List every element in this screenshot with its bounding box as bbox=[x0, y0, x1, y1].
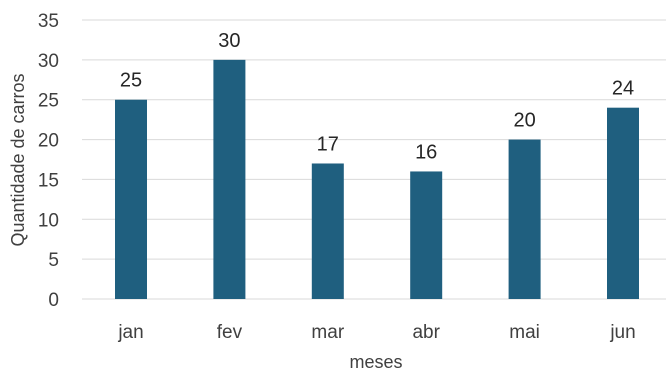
y-tick-label: 10 bbox=[38, 210, 59, 231]
x-axis-ticks: jan fev mar abr mai jun bbox=[117, 322, 635, 343]
x-tick-label-fev: fev bbox=[217, 322, 243, 343]
bar-mai bbox=[508, 139, 541, 299]
x-tick-label-jun: jun bbox=[609, 322, 635, 343]
x-tick-label-mar: mar bbox=[311, 322, 344, 343]
y-tick-label: 20 bbox=[38, 131, 59, 152]
bar-jan bbox=[115, 99, 147, 299]
y-tick-label: 0 bbox=[48, 290, 59, 311]
data-label-mai: 20 bbox=[513, 110, 535, 132]
y-tick-label: 15 bbox=[38, 170, 59, 191]
data-labels: 25 30 17 16 20 24 bbox=[120, 30, 634, 164]
x-tick-label-abr: abr bbox=[412, 322, 440, 343]
bars bbox=[115, 59, 639, 299]
data-label-jan: 25 bbox=[120, 70, 142, 92]
bar-mar bbox=[311, 163, 344, 299]
y-axis-title: Quantidade de carros bbox=[8, 73, 28, 246]
data-label-jun: 24 bbox=[612, 78, 634, 100]
bar-fev bbox=[213, 59, 246, 299]
y-axis-ticks: 0 5 10 15 20 25 30 35 bbox=[38, 11, 59, 311]
y-tick-label: 25 bbox=[38, 91, 59, 112]
data-label-mar: 17 bbox=[317, 133, 339, 155]
y-tick-label: 5 bbox=[48, 250, 59, 271]
y-tick-label: 35 bbox=[38, 11, 59, 32]
x-tick-label-jan: jan bbox=[117, 322, 143, 343]
bar-abr bbox=[410, 171, 443, 299]
bar-jun bbox=[607, 107, 639, 299]
x-tick-label-mai: mai bbox=[509, 322, 540, 343]
y-tick-label: 30 bbox=[38, 51, 59, 72]
x-axis-title: meses bbox=[349, 352, 402, 371]
data-label-abr: 16 bbox=[415, 141, 437, 163]
data-label-fev: 30 bbox=[218, 30, 240, 52]
gridlines bbox=[82, 19, 666, 300]
